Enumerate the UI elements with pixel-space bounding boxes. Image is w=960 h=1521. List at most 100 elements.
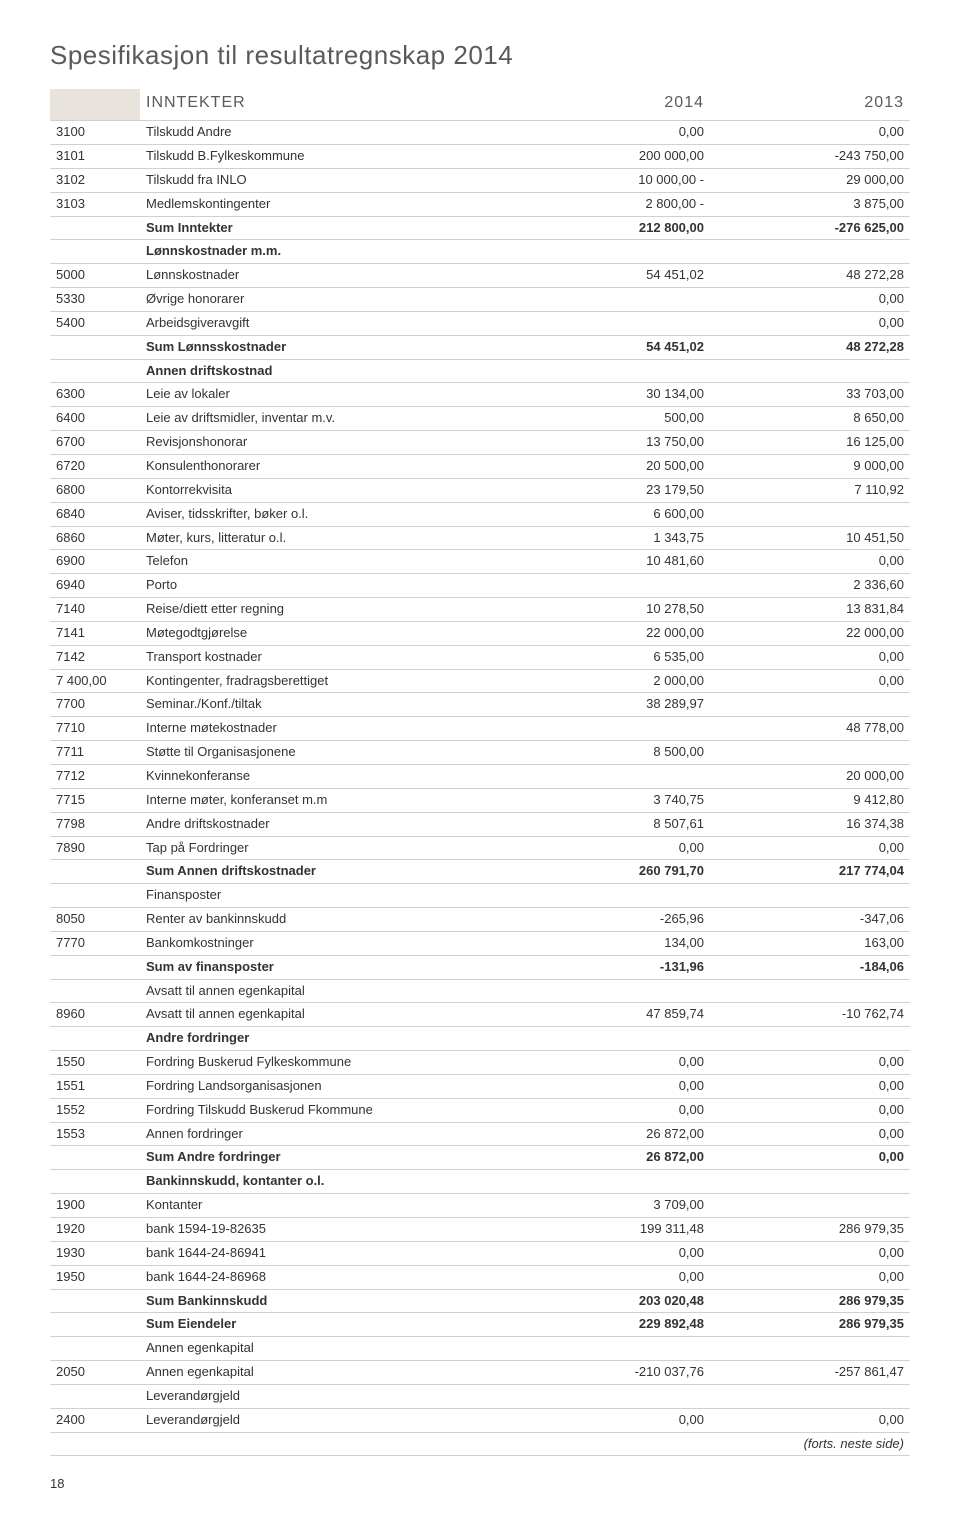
table-cell: 286 979,35 (710, 1313, 910, 1337)
table-cell: 48 272,28 (710, 335, 910, 359)
table-row: Annen driftskostnad (50, 359, 910, 383)
table-cell: 7715 (50, 788, 140, 812)
table-cell: Andre driftskostnader (140, 812, 510, 836)
table-cell: 6840 (50, 502, 140, 526)
table-cell: 22 000,00 (710, 621, 910, 645)
table-cell: 10 000,00 - (510, 168, 710, 192)
table-cell: 48 778,00 (710, 717, 910, 741)
table-cell: 3101 (50, 145, 140, 169)
table-cell (710, 1194, 910, 1218)
table-cell (50, 1384, 140, 1408)
table-cell: 30 134,00 (510, 383, 710, 407)
table-cell (50, 335, 140, 359)
table-cell: 54 451,02 (510, 264, 710, 288)
table-cell (510, 311, 710, 335)
table-cell (710, 979, 910, 1003)
table-cell: Sum Eiendeler (140, 1313, 510, 1337)
table-cell: 286 979,35 (710, 1289, 910, 1313)
table-row: 6300Leie av lokaler30 134,0033 703,00 (50, 383, 910, 407)
table-cell: 0,00 (510, 836, 710, 860)
table-cell: 3 875,00 (710, 192, 910, 216)
table-row: Sum Annen driftskostnader260 791,70217 7… (50, 860, 910, 884)
table-cell: 286 979,35 (710, 1218, 910, 1242)
table-cell: 33 703,00 (710, 383, 910, 407)
table-row: 5000Lønnskostnader54 451,0248 272,28 (50, 264, 910, 288)
table-row: Annen egenkapital (50, 1337, 910, 1361)
table-cell: 1 343,75 (510, 526, 710, 550)
table-header-row: INNTEKTER20142013 (50, 89, 910, 121)
table-cell: 7890 (50, 836, 140, 860)
table-cell: 6800 (50, 478, 140, 502)
table-cell: Tilskudd fra INLO (140, 168, 510, 192)
table-cell: 13 831,84 (710, 598, 910, 622)
table-row: 2400Leverandørgjeld0,000,00 (50, 1408, 910, 1432)
table-cell (50, 1432, 140, 1456)
table-cell (140, 1432, 510, 1456)
table-cell: Sum av finansposter (140, 955, 510, 979)
table-cell: bank 1644-24-86968 (140, 1265, 510, 1289)
table-cell: 7712 (50, 764, 140, 788)
table-cell (50, 1027, 140, 1051)
table-cell (510, 884, 710, 908)
table-cell: 7140 (50, 598, 140, 622)
table-cell: Interne møter, konferanset m.m (140, 788, 510, 812)
table-cell: 3 709,00 (510, 1194, 710, 1218)
table-cell: 0,00 (510, 1408, 710, 1432)
table-cell: Konsulenthonorarer (140, 455, 510, 479)
table-cell: 3102 (50, 168, 140, 192)
page-title: Spesifikasjon til resultatregnskap 2014 (50, 40, 910, 71)
table-cell (510, 1170, 710, 1194)
table-cell: 9 000,00 (710, 455, 910, 479)
table-row: 7142Transport kostnader6 535,000,00 (50, 645, 910, 669)
table-row: 1920bank 1594-19-82635199 311,48286 979,… (50, 1218, 910, 1242)
table-cell: 10 481,60 (510, 550, 710, 574)
table-cell: -10 762,74 (710, 1003, 910, 1027)
table-cell: 16 125,00 (710, 431, 910, 455)
table-cell: 0,00 (710, 1098, 910, 1122)
table-row: 3103Medlemskontingenter2 800,00 -3 875,0… (50, 192, 910, 216)
table-cell: 1552 (50, 1098, 140, 1122)
table-cell: 6900 (50, 550, 140, 574)
table-cell: 48 272,28 (710, 264, 910, 288)
page-number: 18 (50, 1476, 910, 1491)
table-cell: 10 451,50 (710, 526, 910, 550)
table-cell: 26 872,00 (510, 1122, 710, 1146)
table-cell: 2 800,00 - (510, 192, 710, 216)
table-cell: Leverandørgjeld (140, 1408, 510, 1432)
table-row: 6840Aviser, tidsskrifter, bøker o.l.6 60… (50, 502, 910, 526)
table-cell (710, 1170, 910, 1194)
table-cell: Kontanter (140, 1194, 510, 1218)
table-cell: Medlemskontingenter (140, 192, 510, 216)
table-cell: Renter av bankinnskudd (140, 908, 510, 932)
table-cell: 217 774,04 (710, 860, 910, 884)
table-cell: 229 892,48 (510, 1313, 710, 1337)
table-row: 2050Annen egenkapital-210 037,76-257 861… (50, 1361, 910, 1385)
table-row: Sum Bankinnskudd203 020,48286 979,35 (50, 1289, 910, 1313)
table-cell: 0,00 (710, 645, 910, 669)
table-cell: 38 289,97 (510, 693, 710, 717)
table-cell: 26 872,00 (510, 1146, 710, 1170)
table-row: 8050Renter av bankinnskudd-265,96-347,06 (50, 908, 910, 932)
table-cell: 8 507,61 (510, 812, 710, 836)
table-cell: 0,00 (710, 836, 910, 860)
table-row: 7715Interne møter, konferanset m.m3 740,… (50, 788, 910, 812)
table-cell (710, 359, 910, 383)
table-cell: 20 000,00 (710, 764, 910, 788)
table-cell: 212 800,00 (510, 216, 710, 240)
table-cell (510, 1027, 710, 1051)
table-cell: Tap på Fordringer (140, 836, 510, 860)
table-cell: Kontorrekvisita (140, 478, 510, 502)
table-row: 6800Kontorrekvisita23 179,507 110,92 (50, 478, 910, 502)
table-cell: 1930 (50, 1241, 140, 1265)
table-row: 8960Avsatt til annen egenkapital47 859,7… (50, 1003, 910, 1027)
table-row: 1930bank 1644-24-869410,000,00 (50, 1241, 910, 1265)
table-cell: 7798 (50, 812, 140, 836)
table-cell: Lønnskostnader (140, 264, 510, 288)
table-cell (50, 979, 140, 1003)
table-cell: 0,00 (510, 121, 710, 145)
table-cell: 0,00 (710, 121, 910, 145)
table-cell: 7700 (50, 693, 140, 717)
table-cell: 6 600,00 (510, 502, 710, 526)
table-cell: 7 400,00 (50, 669, 140, 693)
table-cell (50, 1170, 140, 1194)
